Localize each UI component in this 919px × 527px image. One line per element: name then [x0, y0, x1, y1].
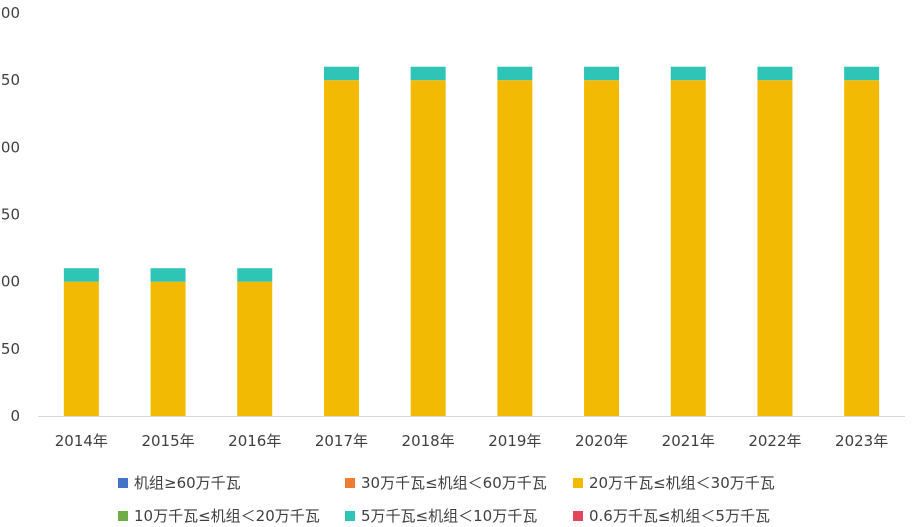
legend-label: 30万千瓦≤机组＜60万千瓦 — [361, 474, 547, 492]
legend-swatch — [118, 477, 128, 488]
bar-segment — [584, 66, 620, 81]
x-tick-label: 2022年 — [748, 432, 801, 450]
x-tick-label: 2023年 — [835, 432, 888, 450]
legend-label: 10万千瓦≤机组＜20万千瓦 — [134, 507, 320, 525]
legend-item: 10万千瓦≤机组＜20万千瓦 — [118, 505, 320, 526]
y-axis-ticks: 0 50 100 150 200 250 300 — [0, 4, 20, 425]
bar-segment — [410, 80, 446, 417]
x-tick-label: 2018年 — [402, 432, 455, 450]
bar-segment — [844, 66, 880, 81]
legend-label: 20万千瓦≤机组＜30万千瓦 — [589, 474, 775, 492]
y-tick-label: 250 — [0, 71, 20, 89]
legend-swatch — [118, 510, 128, 521]
bar-segment — [323, 66, 359, 81]
bar-segment — [237, 268, 273, 282]
bar-segment — [757, 66, 793, 81]
x-tick-label: 2016年 — [228, 432, 281, 450]
legend-item: 5万千瓦≤机组＜10万千瓦 — [345, 505, 537, 526]
legend-swatch — [345, 477, 355, 488]
bars — [63, 66, 880, 417]
bar-segment — [757, 80, 793, 417]
bar-segment — [844, 80, 880, 417]
y-tick-label: 150 — [0, 206, 20, 224]
x-tick-label: 2020年 — [575, 432, 628, 450]
bar-segment — [150, 268, 186, 282]
x-tick-label: 2019年 — [488, 432, 541, 450]
bar-segment — [63, 281, 99, 416]
bar-segment — [237, 281, 273, 416]
legend-label: 0.6万千瓦≤机组＜5万千瓦 — [589, 507, 770, 525]
bar-segment — [497, 80, 533, 417]
legend-label: 机组≥60万千瓦 — [134, 474, 241, 492]
legend-label: 5万千瓦≤机组＜10万千瓦 — [361, 507, 538, 525]
y-tick-label: 100 — [0, 273, 20, 291]
bar-segment — [670, 80, 706, 417]
bar-segment — [323, 80, 359, 417]
y-tick-label: 0 — [10, 407, 20, 425]
bar-segment — [584, 80, 620, 417]
legend-item: 0.6万千瓦≤机组＜5万千瓦 — [573, 505, 770, 526]
legend-item: 30万千瓦≤机组＜60万千瓦 — [345, 472, 547, 493]
x-axis-ticks: 2014年 2015年 2016年 2017年 2018年 2019年 2020年 2021年… — [55, 432, 888, 450]
bar-segment — [410, 66, 446, 81]
x-tick-label: 2021年 — [662, 432, 715, 450]
legend-item: 20万千瓦≤机组＜30万千瓦 — [573, 472, 775, 493]
x-tick-label: 2014年 — [55, 432, 108, 450]
x-tick-label: 2015年 — [141, 432, 194, 450]
legend: 机组≥60万千瓦 30万千瓦≤机组＜60万千瓦 20万千瓦≤机组＜30万千瓦 10万千… — [0, 466, 919, 527]
bar-segment — [497, 66, 533, 81]
x-tick-label: 2017年 — [315, 432, 368, 450]
legend-swatch — [345, 510, 355, 521]
stacked-bar-chart: 050100150200250300 2014年2015年2016年2017年2… — [0, 4, 905, 450]
bar-segment — [670, 66, 706, 81]
y-tick-label: 50 — [1, 340, 20, 358]
legend-swatch — [573, 510, 583, 521]
y-tick-label: 300 — [0, 4, 20, 22]
bar-segment — [150, 281, 186, 416]
y-tick-label: 200 — [0, 138, 20, 156]
bar-segment — [63, 268, 99, 282]
legend-swatch — [573, 477, 583, 488]
legend-item: 机组≥60万千瓦 — [118, 472, 241, 493]
